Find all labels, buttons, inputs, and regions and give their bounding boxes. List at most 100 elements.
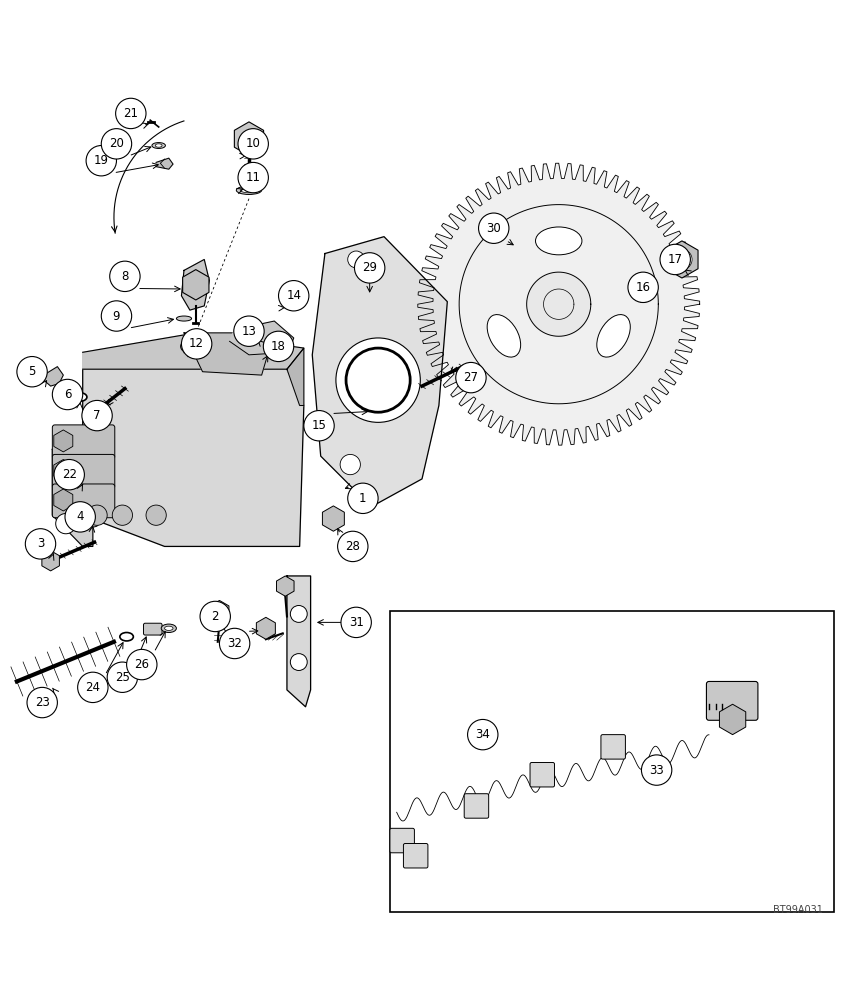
Text: 22: 22 — [62, 468, 77, 481]
Ellipse shape — [241, 188, 257, 193]
FancyBboxPatch shape — [464, 794, 489, 818]
Text: 34: 34 — [475, 728, 490, 741]
Circle shape — [336, 338, 420, 422]
Circle shape — [672, 249, 692, 270]
Text: 28: 28 — [345, 540, 360, 553]
Ellipse shape — [181, 339, 204, 354]
Text: 33: 33 — [649, 764, 664, 777]
Text: 9: 9 — [113, 310, 120, 323]
Text: 29: 29 — [362, 261, 377, 274]
Ellipse shape — [161, 624, 176, 633]
Circle shape — [479, 213, 509, 243]
Circle shape — [338, 531, 368, 562]
Circle shape — [200, 601, 230, 632]
Text: 25: 25 — [115, 671, 130, 684]
Polygon shape — [418, 163, 700, 445]
Circle shape — [641, 755, 672, 785]
Text: 13: 13 — [241, 325, 257, 338]
Text: 7: 7 — [94, 409, 100, 422]
Polygon shape — [312, 237, 447, 507]
Circle shape — [56, 514, 76, 534]
Bar — [390, 611, 834, 912]
Circle shape — [181, 329, 212, 359]
Circle shape — [234, 316, 264, 346]
Circle shape — [107, 662, 138, 692]
Text: 27: 27 — [463, 371, 479, 384]
Ellipse shape — [73, 393, 87, 401]
Polygon shape — [230, 321, 294, 355]
Text: 2: 2 — [212, 610, 219, 623]
Text: 26: 26 — [134, 658, 149, 671]
Text: 24: 24 — [85, 681, 100, 694]
Text: 17: 17 — [668, 253, 683, 266]
Circle shape — [87, 505, 107, 525]
Ellipse shape — [87, 520, 99, 527]
Circle shape — [340, 454, 360, 475]
Polygon shape — [181, 259, 209, 310]
Ellipse shape — [634, 280, 652, 298]
Circle shape — [290, 654, 307, 670]
Circle shape — [219, 628, 250, 659]
Circle shape — [78, 672, 108, 703]
Text: 4: 4 — [77, 510, 84, 523]
Circle shape — [279, 281, 309, 311]
Ellipse shape — [638, 284, 648, 294]
FancyBboxPatch shape — [52, 454, 115, 488]
Circle shape — [65, 502, 95, 532]
Polygon shape — [184, 333, 270, 375]
Circle shape — [628, 272, 658, 303]
Polygon shape — [83, 333, 304, 369]
Circle shape — [101, 301, 132, 331]
Polygon shape — [52, 449, 93, 546]
Text: 11: 11 — [246, 171, 261, 184]
Circle shape — [101, 129, 132, 159]
Circle shape — [238, 162, 268, 193]
Circle shape — [468, 719, 498, 750]
FancyBboxPatch shape — [601, 735, 625, 759]
Text: 12: 12 — [189, 337, 204, 350]
Ellipse shape — [535, 227, 582, 255]
Text: 20: 20 — [109, 137, 124, 150]
Ellipse shape — [120, 633, 133, 641]
Circle shape — [146, 505, 166, 525]
Circle shape — [86, 146, 116, 176]
Ellipse shape — [93, 405, 106, 414]
Ellipse shape — [165, 626, 173, 630]
Circle shape — [238, 129, 268, 159]
Polygon shape — [527, 272, 591, 336]
Text: 3: 3 — [37, 537, 44, 550]
Text: 31: 31 — [349, 616, 364, 629]
Text: 32: 32 — [227, 637, 242, 650]
Text: BT99A031: BT99A031 — [773, 905, 823, 915]
Circle shape — [25, 529, 56, 559]
Polygon shape — [44, 367, 63, 386]
Text: 30: 30 — [486, 222, 501, 235]
FancyBboxPatch shape — [390, 828, 414, 853]
Circle shape — [112, 505, 133, 525]
Ellipse shape — [155, 144, 162, 147]
FancyBboxPatch shape — [52, 484, 115, 518]
Text: 19: 19 — [94, 154, 109, 167]
Circle shape — [341, 607, 371, 638]
Text: 16: 16 — [636, 281, 651, 294]
Text: 8: 8 — [122, 270, 128, 283]
Polygon shape — [156, 158, 173, 169]
Circle shape — [660, 244, 690, 275]
Ellipse shape — [176, 316, 192, 321]
Circle shape — [110, 261, 140, 292]
Circle shape — [82, 400, 112, 431]
Circle shape — [304, 411, 334, 441]
FancyBboxPatch shape — [706, 681, 758, 720]
Circle shape — [54, 459, 84, 490]
Ellipse shape — [597, 315, 630, 357]
Text: 10: 10 — [246, 137, 261, 150]
Circle shape — [348, 251, 365, 268]
Ellipse shape — [487, 315, 521, 357]
Circle shape — [116, 98, 146, 129]
Circle shape — [456, 362, 486, 393]
Circle shape — [127, 649, 157, 680]
Circle shape — [17, 357, 47, 387]
Circle shape — [56, 463, 76, 483]
Text: 18: 18 — [271, 340, 286, 353]
FancyBboxPatch shape — [403, 844, 428, 868]
